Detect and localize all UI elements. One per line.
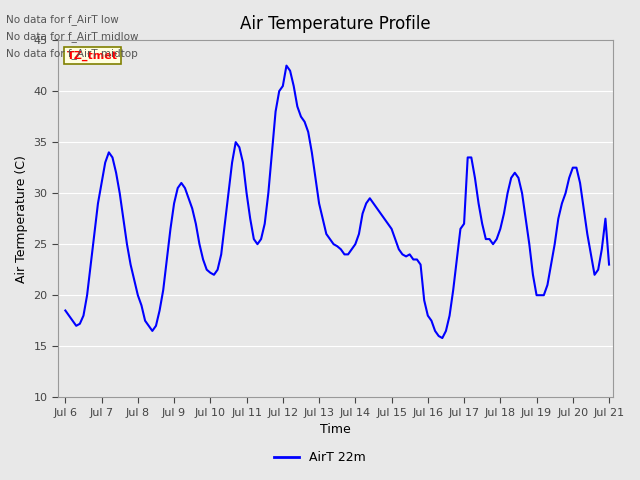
AirT 22m bbox=[395, 246, 403, 252]
AirT 22m bbox=[438, 335, 446, 341]
AirT 22m bbox=[253, 241, 261, 247]
AirT 22m bbox=[283, 63, 291, 69]
AirT 22m bbox=[330, 241, 337, 247]
AirT 22m bbox=[602, 216, 609, 222]
Legend: AirT 22m: AirT 22m bbox=[269, 446, 371, 469]
AirT 22m bbox=[605, 262, 613, 267]
AirT 22m bbox=[410, 257, 417, 263]
Line: AirT 22m: AirT 22m bbox=[65, 66, 609, 338]
AirT 22m bbox=[61, 308, 69, 313]
AirT 22m bbox=[449, 287, 457, 293]
Text: TZ_tmet: TZ_tmet bbox=[67, 50, 118, 60]
Text: No data for f_AirT low: No data for f_AirT low bbox=[6, 14, 119, 25]
X-axis label: Time: Time bbox=[320, 423, 351, 436]
Y-axis label: Air Termperature (C): Air Termperature (C) bbox=[15, 155, 28, 283]
Text: No data for f_AirT midtop: No data for f_AirT midtop bbox=[6, 48, 138, 59]
Title: Air Temperature Profile: Air Temperature Profile bbox=[240, 15, 431, 33]
Text: No data for f_AirT midlow: No data for f_AirT midlow bbox=[6, 31, 139, 42]
